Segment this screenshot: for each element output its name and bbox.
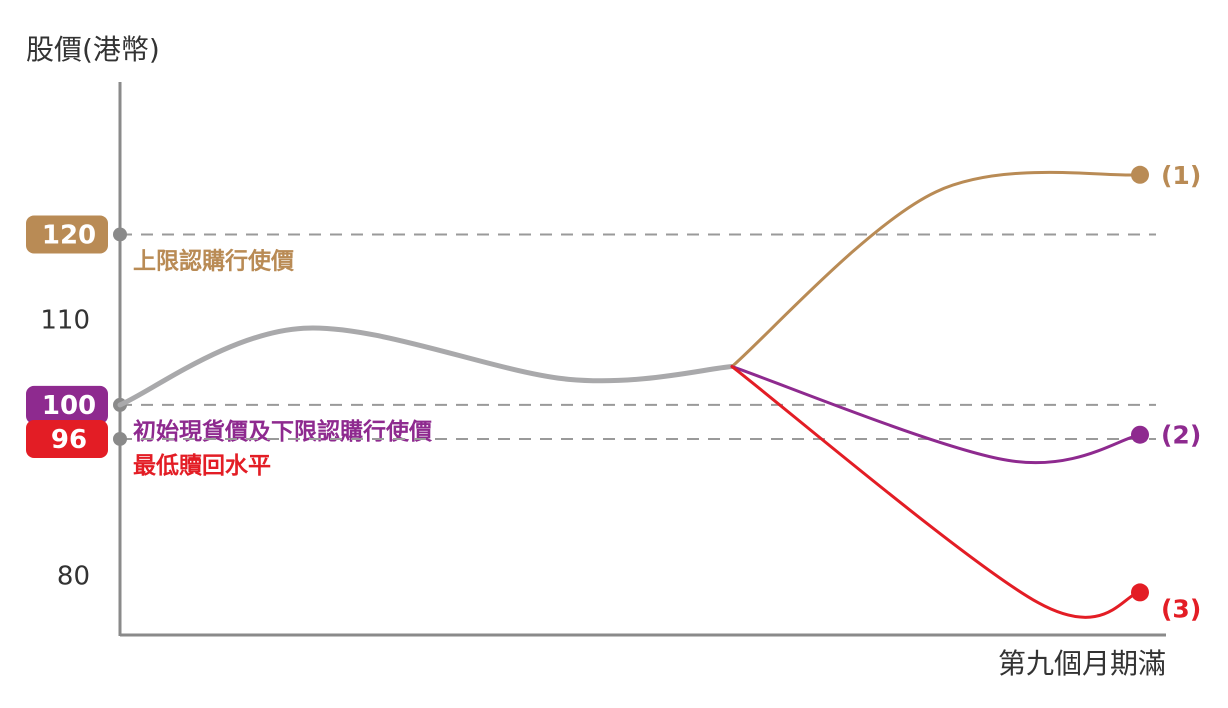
y-tick-label: 110 — [40, 306, 90, 336]
axis-marker-dot — [113, 227, 127, 242]
outcome-label: (2) — [1161, 421, 1201, 450]
y-tick-label: 80 — [57, 561, 90, 591]
series-end-dot — [1131, 165, 1149, 184]
value-badge — [26, 215, 108, 254]
reference-line-label: 最低贖回水平 — [133, 453, 271, 479]
series-end-dot — [1131, 425, 1149, 444]
outcome-label: (1) — [1161, 161, 1201, 190]
y-axis-title: 股價(港幣) — [26, 33, 160, 66]
x-axis-title: 第九個月期滿 — [998, 647, 1166, 680]
series-line — [730, 365, 1142, 465]
series-line — [730, 365, 1142, 619]
series-line — [730, 170, 1142, 369]
value-badge-text: 96 — [51, 425, 87, 455]
value-badge-text: 120 — [42, 220, 96, 250]
reference-line-label: 上限認購行使價 — [133, 247, 295, 274]
axis-marker-dot — [113, 431, 127, 446]
series-line — [117, 325, 735, 408]
value-badge — [26, 419, 108, 458]
outcome-label: (3) — [1161, 594, 1201, 623]
series-end-dot — [1131, 583, 1149, 602]
value-badge-text: 100 — [42, 391, 96, 421]
reference-line-label: 初始現貨價及下限認購行使價 — [133, 418, 433, 445]
value-badge — [26, 385, 108, 424]
